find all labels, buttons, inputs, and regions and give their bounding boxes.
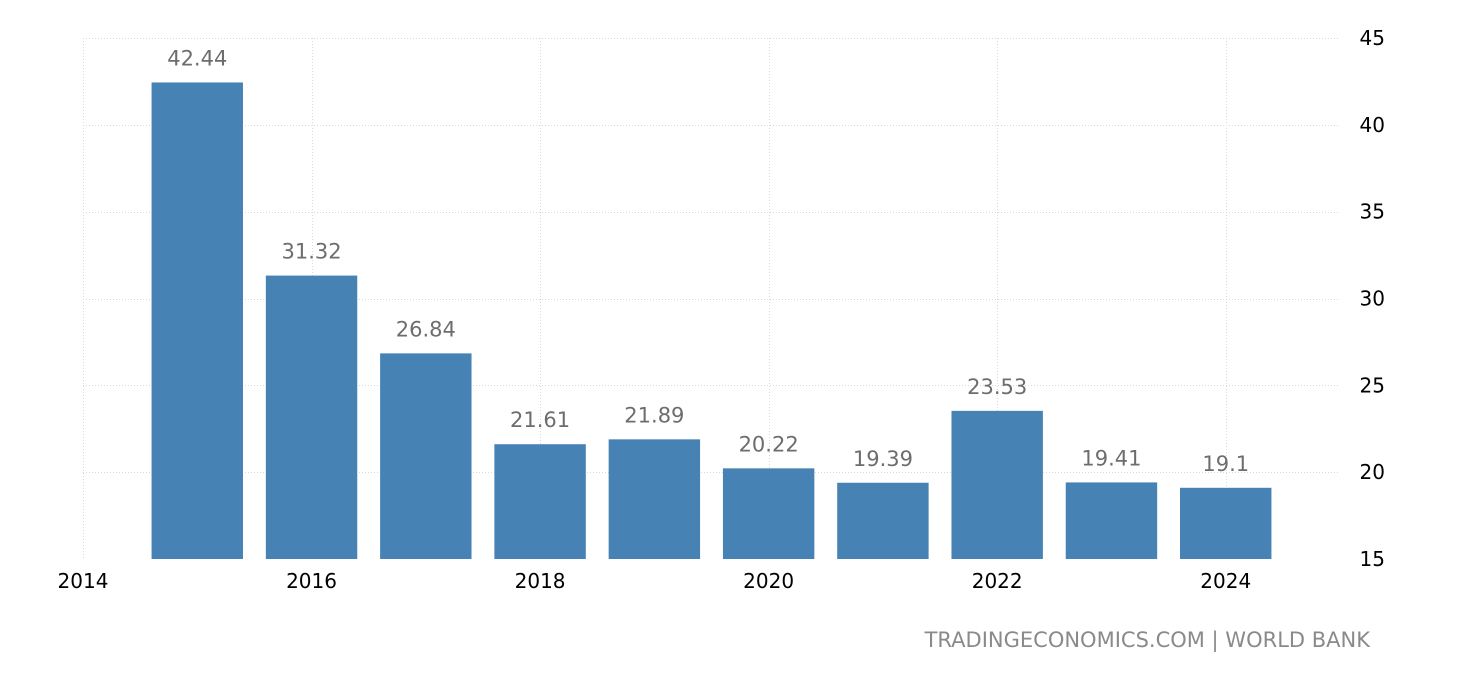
x-axis-ticks: 2014 2016 2018 2020 2022 2024 — [58, 569, 1252, 593]
y-tick-label: 30 — [1360, 287, 1385, 311]
data-label-2023: 19.41 — [1081, 446, 1141, 470]
bars — [151, 82, 1272, 559]
x-tick-label: 2024 — [1200, 569, 1251, 593]
y-tick-label: 35 — [1360, 200, 1385, 224]
data-label-2017: 26.84 — [396, 317, 456, 341]
bar-2023 — [1065, 482, 1158, 559]
data-label-2020: 20.22 — [739, 432, 799, 456]
bar-2019 — [608, 439, 701, 559]
data-label-2018: 21.61 — [510, 408, 570, 432]
bar-2018 — [494, 444, 586, 559]
y-axis-ticks: 15 20 25 30 35 40 45 — [1360, 26, 1385, 571]
bar-2016 — [265, 275, 358, 559]
bar-2022 — [951, 410, 1043, 559]
y-tick-label: 20 — [1360, 460, 1385, 484]
y-tick-label: 15 — [1360, 547, 1385, 571]
y-tick-label: 40 — [1360, 113, 1385, 137]
bar-2015 — [151, 82, 243, 559]
y-tick-label: 25 — [1360, 373, 1385, 397]
x-tick-label: 2022 — [972, 569, 1023, 593]
bar-2017 — [380, 353, 472, 559]
data-label-2016: 31.32 — [281, 240, 341, 264]
bar-2021 — [837, 482, 929, 559]
data-label-2015: 42.44 — [167, 46, 227, 70]
x-tick-label: 2018 — [515, 569, 566, 593]
bar-2024 — [1180, 487, 1272, 559]
bar-2020 — [722, 468, 815, 559]
data-label-2019: 21.89 — [624, 403, 684, 427]
source-credit: TRADINGECONOMICS.COM | WORLD BANK — [924, 628, 1370, 652]
data-labels: 42.44 31.32 26.84 21.61 21.89 20.22 19.39 23.53… — [167, 46, 1249, 475]
x-tick-label: 2020 — [743, 569, 794, 593]
data-label-2022: 23.53 — [967, 375, 1027, 399]
x-tick-label: 2016 — [286, 569, 337, 593]
y-tick-label: 45 — [1360, 26, 1385, 50]
gridlines — [83, 38, 1340, 559]
data-label-2024: 19.1 — [1202, 452, 1249, 476]
x-tick-label: 2014 — [58, 569, 109, 593]
data-label-2021: 19.39 — [853, 447, 913, 471]
